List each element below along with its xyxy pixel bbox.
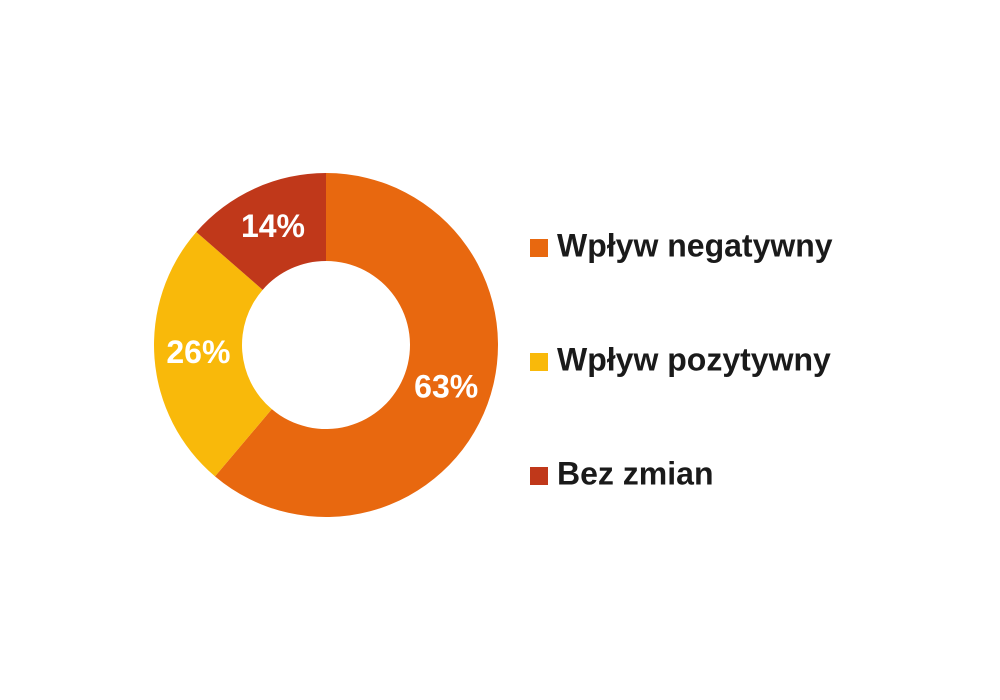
value-label: 14% (241, 208, 305, 244)
donut-slice (214, 173, 498, 518)
donut-slice (196, 173, 326, 290)
value-label: 26% (166, 334, 230, 370)
value-label: 63% (414, 368, 478, 404)
donut-slice (153, 232, 272, 477)
legend-label: Wpływ pozytywny (557, 341, 831, 377)
legend-swatch (530, 239, 548, 257)
legend-label: Bez zmian (557, 455, 713, 491)
legend-swatch (530, 467, 548, 485)
legend-swatch (530, 353, 548, 371)
legend-label: Wpływ negatywny (557, 227, 833, 263)
